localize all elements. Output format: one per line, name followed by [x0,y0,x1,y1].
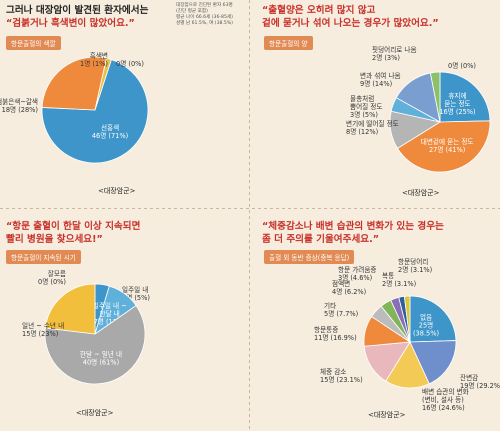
study-note: 대장암으로 진단된 환자 63명 (진단 평균 포함) 평균 나이 66.6세 … [176,3,233,27]
slice-label: 흑색변 1명 (1%) [80,51,108,68]
slice-label: 일주일 내 3명 (5%) [122,285,150,302]
pie-slice [94,57,112,111]
pie-slice [409,295,457,343]
slice-label: 배변 습관의 변화 (변비, 설사 등) 16명 (24.6%) [422,387,469,412]
slice-label: 항문덩어리 2명 (3.1%) [398,257,432,274]
pie-slice [409,340,457,385]
slice-label: 0명 (0%) [116,59,144,68]
slice-label: 물총처럼 뿜어질 정도 3명 (5%) [350,94,382,119]
note-line: 대장암으로 진단된 환자 63명 [176,3,233,8]
slice-label: 없음 25명 (38.5%) [413,313,439,337]
note-line: 성별 남 61.5%, 여 (38.5%) [176,21,233,26]
slice-label: 핏덩어리로 나옴 2명 (3%) [372,45,417,62]
chart-source: <대장암군> [368,411,406,419]
slice-label: 잔변감 19명 (29.2%) [460,373,500,390]
panel-headline: “항문 출혈이 한달 이상 지속되면 빨리 병원을 찾으세요!” [6,220,140,246]
pie-slice [44,283,96,335]
headline-line-1: “출혈양은 오히려 많지 않고 [262,5,376,16]
slice-label: 대변겉에 묻는 정도 27명 (41%) [421,137,474,154]
panel-badge: 출혈 외 동반 증상(중복 응답) [264,250,355,264]
note-line: (진단 평균 포함) [176,9,208,14]
panel-blood-amount: “출혈양은 오히려 많지 않고 겉에 묻거나 섞여 나오는 경우가 많았어요.”… [250,0,500,215]
panel-accompanying-symptoms: “체중감소나 배변 습관의 변화가 있는 경우는 좀 더 주의를 기울여주세요.… [250,216,500,431]
panel-bleeding-duration: “항문 출혈이 한달 이상 지속되면 빨리 병원을 찾으세요!” 항문출혈이 지… [0,216,250,431]
chart-source: <대장암군> [402,189,440,197]
slice-label: 항문통증 11명 (16.9%) [314,325,357,342]
slice-label: 기타 5명 (7.7%) [324,301,358,318]
slice-label: 잘모름 0명 (0%) [38,270,66,286]
pie-chart-bleeding-duration: 일주일 내 3명 (5%)일주일 내 ~ 한달 내 7명 (11%) 한달 ~ 일년 내… [22,270,150,385]
slice-label: 항문 가려움증 3명 (4.6%) [338,265,377,282]
slice-label: 변기에 떨어질 정도 8명 (12%) [346,119,399,136]
vertical-divider [249,0,250,431]
pie-slice [41,59,149,164]
panel-headline: “출혈양은 오히려 많지 않고 겉에 묻거나 섞여 나오는 경우가 많았어요.” [262,4,439,30]
pie-chart-blood-amount: 휴지에 묻는 정도 16명 (25%) 대변겉에 묻는 정도 27명 (41%) 변기에 … [346,45,491,173]
pie-slice [429,71,441,123]
slice-label: 일주일 내 ~ 한달 내 7명 (11%) [93,301,127,326]
slice-label: 휴지에 묻는 정도 16명 (25%) [439,91,475,116]
slice-label: 한달 ~ 일년 내 40명 (61%) [80,349,122,366]
pie-slice [44,305,146,385]
slice-label: 검붉은색~갈색 18명 (28%) [0,97,38,114]
slice-label: 체중 감소 15명 (23.1%) [320,368,363,384]
pie-chart-accompanying-symptoms: 없음 25명 (38.5%) 잔변감 19명 (29.2%)배변 습관의 변화 (변비, … [314,257,500,412]
slice-label: 선홍색 46명 (71%) [92,123,128,140]
slice-label: 복통 2명 (3.1%) [382,272,416,288]
panel-badge: 항문출혈의 색깔 [6,36,61,50]
headline-line-1: 그러나 대장암이 발견된 환자에서는 [6,5,149,16]
pie-slice [439,71,491,123]
chart-source: <대장암군> [76,409,114,417]
headline-line-1: “체중감소나 배변 습관의 변화가 있는 경우는 [262,221,444,232]
slice-label: 변과 섞여 나옴 9명 (14%) [360,71,401,88]
headline-line-1: “항문 출혈이 한달 이상 지속되면 [6,221,141,232]
horizontal-divider [0,208,500,209]
slice-label: 0명 (0%) [448,61,476,70]
slice-label: 일년 ~ 수년 내 15명 (23%) [22,321,64,338]
pie-slice [385,341,430,389]
note-line: 평균 나이 66.6세 (36-85세) [176,15,233,20]
pie-slice [396,120,491,173]
chart-source: <대장암군> [98,187,136,195]
pie-slice [41,56,107,111]
slice-label: 점액변 4명 (6.2%) [332,280,366,296]
headline-line-2: “검붉거나 흑색변이 많았어요.” [6,18,135,29]
headline-line-2: 빨리 병원을 찾으세요!” [6,234,103,245]
panel-headline: “체중감소나 배변 습관의 변화가 있는 경우는 좀 더 주의를 기울여주세요.… [262,220,444,246]
panel-blood-color: 그러나 대장암이 발견된 환자에서는 “검붉거나 흑색변이 많았어요.” 항문출… [0,0,250,215]
headline-line-2: 좀 더 주의를 기울여주세요.” [262,234,380,245]
pie-slice [403,295,411,343]
headline-line-2: 겉에 묻거나 섞여 나오는 경우가 많았어요.” [262,18,439,29]
pie-chart-blood-color: 선홍색 46명 (71%) 검붉은색~갈색 18명 (28%) 흑색변 1명 (1%) 0명… [0,51,149,164]
panel-headline: 그러나 대장암이 발견된 환자에서는 “검붉거나 흑색변이 많았어요.” [6,4,148,30]
panel-badge: 항문출혈이 지속된 시기 [6,250,81,264]
panel-badge: 항문출혈의 양 [264,36,313,50]
